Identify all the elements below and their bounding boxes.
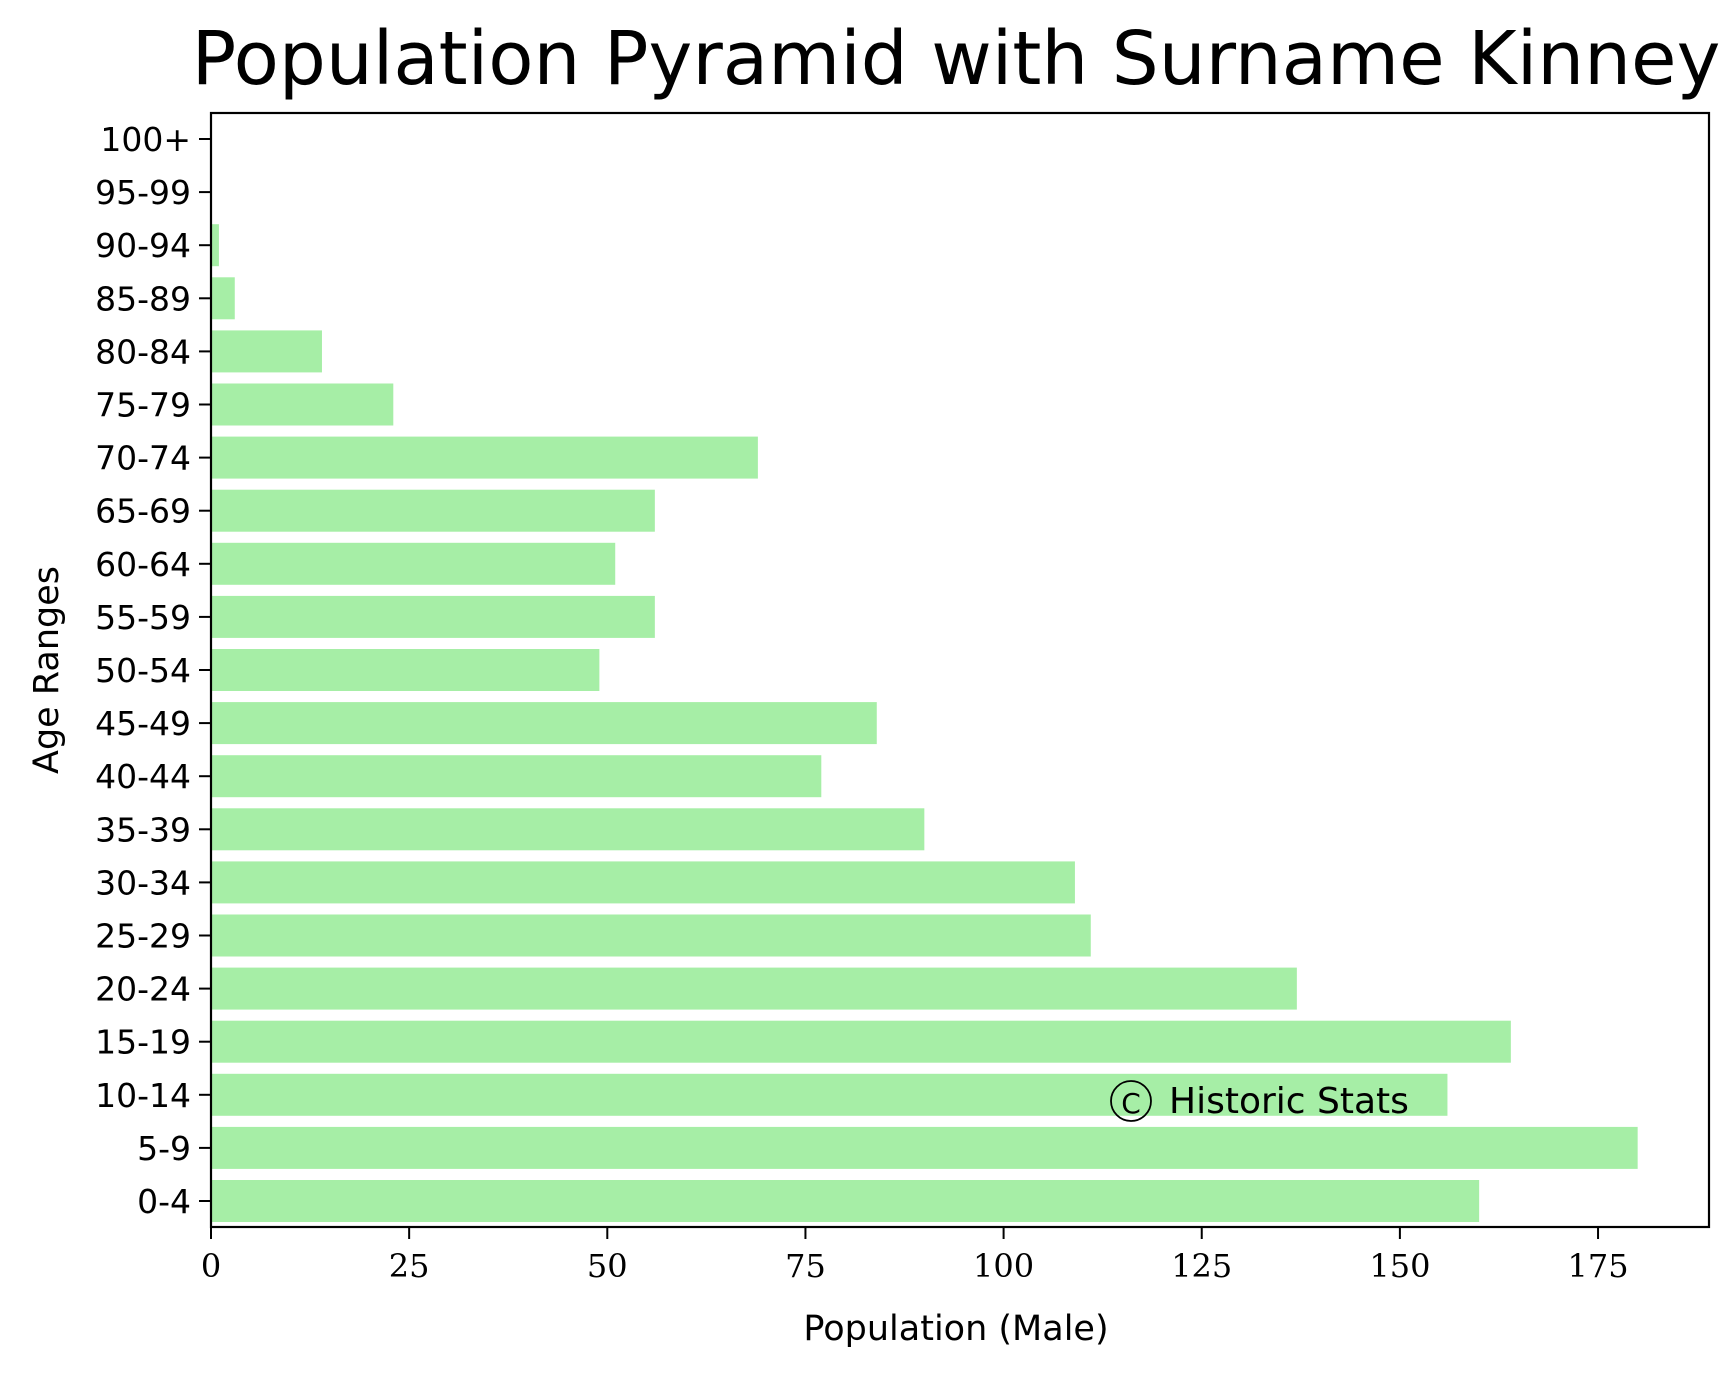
y-tick-label: 45-49: [95, 704, 191, 743]
x-tick-label: 125: [1171, 1247, 1232, 1285]
plot-frame: [209, 111, 1711, 1229]
bar-55-59: [211, 595, 655, 638]
y-axis-ticks: 0-4 5-9 10-14 15-19 20-24 25-29 30-34 35-39 40-4…: [95, 120, 211, 1221]
bar-70-74: [211, 436, 758, 479]
y-tick-label: 65-69: [95, 492, 191, 531]
bar-85-89: [211, 277, 235, 320]
bar-65-69: [211, 489, 655, 532]
x-axis-title: Population (Male): [803, 1309, 1108, 1349]
watermark-text: Historic Stats: [1169, 1081, 1409, 1122]
y-tick-label: 60-64: [95, 545, 191, 584]
bar-0-4: [211, 1180, 1480, 1222]
bar-35-39: [211, 808, 925, 851]
y-tick-label: 75-79: [95, 386, 191, 425]
x-tick-label: 150: [1369, 1247, 1430, 1285]
bar-80-84: [211, 330, 322, 373]
bar-10-14: [211, 1073, 1448, 1116]
copyright-icon: [1110, 1080, 1152, 1122]
bars-group: [211, 224, 1638, 1222]
y-tick-label: 35-39: [95, 810, 191, 849]
y-tick-label: 15-19: [95, 1023, 191, 1062]
bar-75-79: [211, 383, 394, 426]
y-tick-label: 80-84: [95, 332, 191, 371]
y-tick-label: 70-74: [95, 439, 191, 478]
y-tick-label: 30-34: [95, 863, 191, 902]
y-tick-label: 90-94: [95, 226, 191, 265]
x-tick-label: 25: [389, 1247, 430, 1285]
x-axis-ticks: 0 25 50 75 100 125 150 175: [201, 1227, 1629, 1285]
y-tick-label: 20-24: [95, 970, 191, 1009]
bar-15-19: [211, 1020, 1511, 1063]
y-tick-label: 40-44: [95, 757, 191, 796]
bar-60-64: [211, 542, 616, 585]
bar-25-29: [211, 914, 1091, 957]
bar-50-54: [211, 649, 600, 691]
watermark: C Historic Stats: [1110, 1080, 1409, 1122]
y-tick-label: 0-4: [137, 1182, 191, 1221]
y-axis-title: Age Ranges: [27, 566, 67, 774]
x-tick-label: 175: [1567, 1247, 1628, 1285]
y-tick-label: 25-29: [95, 917, 191, 956]
y-tick-label: 10-14: [95, 1076, 191, 1115]
x-tick-label: 50: [587, 1247, 628, 1285]
x-tick-label: 75: [785, 1247, 826, 1285]
bar-30-34: [211, 861, 1075, 904]
y-tick-label: 5-9: [137, 1129, 191, 1168]
y-tick-label: 100+: [100, 120, 191, 159]
bar-20-24: [211, 967, 1297, 1010]
chart-title: Population Pyramid with Surname Kinney: [192, 16, 1721, 102]
y-tick-label: 85-89: [95, 279, 191, 318]
y-tick-label: 50-54: [95, 651, 191, 690]
y-tick-label: 55-59: [95, 598, 191, 637]
y-tick-label: 95-99: [95, 173, 191, 212]
bar-40-44: [211, 755, 822, 798]
bar-45-49: [211, 702, 877, 745]
x-tick-label: 0: [201, 1247, 221, 1285]
bar-5-9: [211, 1126, 1638, 1169]
copyright-symbol-letter: C: [1121, 1087, 1141, 1120]
x-tick-label: 100: [973, 1247, 1034, 1285]
bar-90-94: [211, 224, 219, 267]
